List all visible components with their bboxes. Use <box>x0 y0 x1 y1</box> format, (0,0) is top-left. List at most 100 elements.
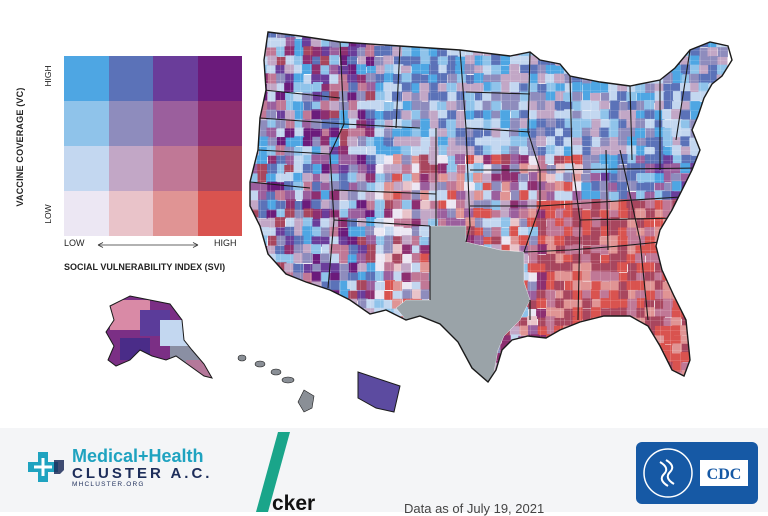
county-cell <box>518 344 529 355</box>
county-cell <box>581 32 592 39</box>
county-cell <box>717 262 728 273</box>
county-cell <box>662 47 673 58</box>
county-cell <box>410 398 420 408</box>
county-cell <box>608 361 619 372</box>
county-cell <box>250 317 251 328</box>
county-cell <box>384 371 395 382</box>
county-cell <box>456 20 466 30</box>
county-cell <box>635 73 646 84</box>
county-cell <box>338 379 349 382</box>
county-cell <box>654 64 665 75</box>
county-cell <box>545 21 555 31</box>
county-cell <box>680 32 691 40</box>
county-cell <box>645 399 655 409</box>
county-cell <box>294 361 305 372</box>
county-cell <box>599 47 610 58</box>
county-cell <box>347 334 358 345</box>
county-cell <box>698 190 709 201</box>
county-cell <box>374 32 385 39</box>
county-cell <box>250 325 251 336</box>
county-cell <box>689 199 700 210</box>
county-cell <box>664 20 674 30</box>
county-cell <box>653 389 663 399</box>
county-cell <box>555 388 565 398</box>
county-cell <box>689 361 700 372</box>
county-cell <box>365 353 376 364</box>
county-cell <box>591 361 602 372</box>
county-cell <box>690 32 701 39</box>
county-cell <box>393 20 403 29</box>
county-cell <box>293 326 304 337</box>
county-cell <box>717 379 728 382</box>
county-cell <box>257 317 268 328</box>
county-cell <box>536 38 547 49</box>
county-cell <box>519 397 529 407</box>
county-cell <box>250 82 251 93</box>
county-cell <box>716 32 727 40</box>
county-cell <box>239 182 249 192</box>
county-cell <box>375 316 386 327</box>
county-cell <box>285 316 296 327</box>
brand-name-line1: Medical+Health <box>72 446 204 466</box>
county-cell <box>591 325 602 336</box>
county-cell <box>545 344 556 355</box>
county-cell <box>510 380 521 382</box>
county-cell <box>240 74 250 84</box>
county-cell <box>716 109 727 120</box>
county-cell <box>240 64 250 74</box>
county-cell <box>348 308 359 319</box>
county-cell <box>698 173 709 184</box>
county-cell <box>699 218 710 229</box>
county-cell <box>250 326 259 337</box>
county-cell <box>483 390 493 400</box>
county-cell <box>690 208 701 219</box>
county-cell <box>250 92 251 103</box>
county-cell <box>563 370 574 381</box>
county-cell <box>293 335 304 346</box>
county-cell <box>681 253 692 264</box>
county-cell <box>250 127 251 138</box>
county-cell <box>591 21 601 31</box>
county-cell <box>473 37 484 48</box>
county-cell <box>266 398 276 408</box>
county-cell <box>635 370 646 381</box>
county-cell <box>680 218 691 229</box>
county-cell <box>258 370 269 381</box>
county-cell <box>565 398 575 408</box>
county-cell <box>689 263 700 274</box>
county-cell <box>618 361 629 372</box>
county-cell <box>329 362 340 373</box>
territory-inset <box>357 371 401 413</box>
county-cell <box>581 344 592 355</box>
tracker-title-fragment: cker <box>272 492 316 515</box>
county-cell <box>276 289 287 300</box>
county-cell <box>563 379 574 382</box>
county-cell <box>384 317 395 328</box>
county-cell <box>267 343 278 354</box>
county-cell <box>554 362 565 373</box>
county-cell <box>250 38 251 49</box>
county-cell <box>239 217 249 227</box>
county-cell <box>250 280 251 291</box>
county-cell <box>510 32 521 40</box>
county-cell <box>250 253 259 264</box>
county-cell <box>329 316 340 327</box>
county-cell <box>618 37 629 48</box>
county-cell <box>528 32 539 39</box>
county-cell <box>384 344 395 355</box>
county-cell <box>428 352 439 363</box>
county-cell <box>690 325 701 336</box>
legend-cell <box>153 101 198 146</box>
county-cell <box>240 191 250 201</box>
county-cell <box>276 317 287 328</box>
state-borders <box>250 41 701 321</box>
county-cell <box>266 289 277 300</box>
county-cell <box>455 398 465 408</box>
county-cell <box>239 335 249 345</box>
county-cell <box>717 307 728 318</box>
county-cell <box>510 389 520 399</box>
county-cell <box>239 172 249 182</box>
county-cell <box>546 398 556 408</box>
county-cell <box>250 163 251 174</box>
legend-cell <box>153 56 198 101</box>
